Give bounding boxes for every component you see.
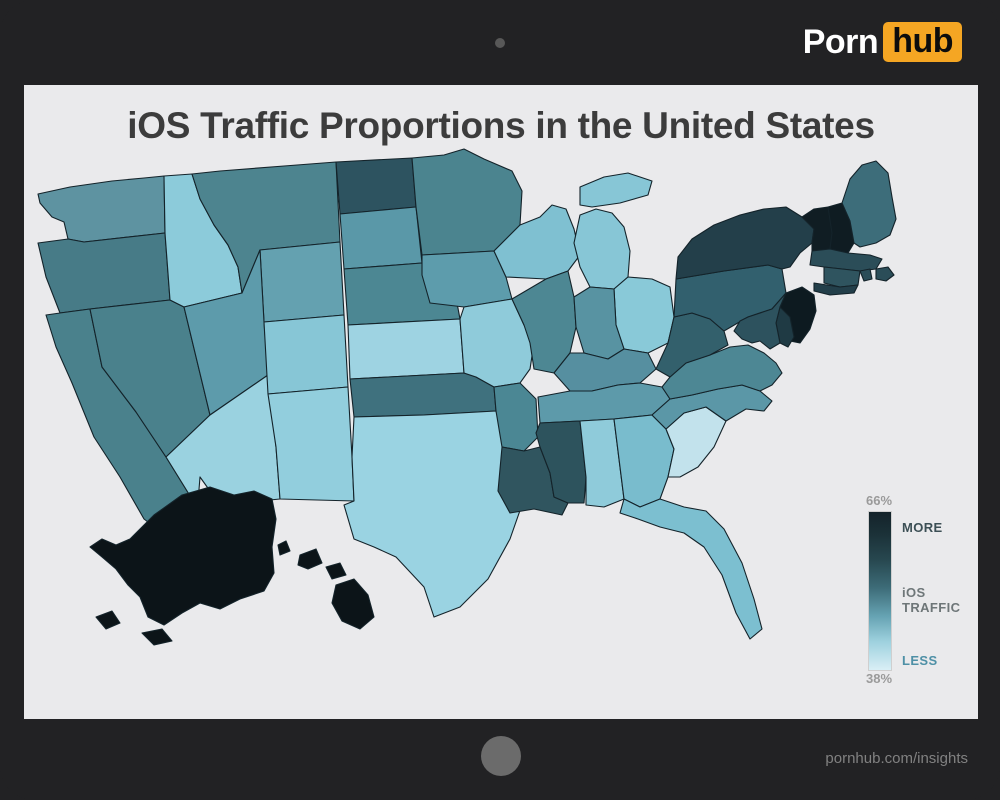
long-island [813, 282, 859, 296]
state-connecticut [823, 266, 861, 288]
state-georgia [613, 414, 675, 508]
state-minnesota [411, 148, 523, 256]
footer-url: pornhub.com/insights [825, 750, 968, 767]
choropleth-map [24, 147, 978, 719]
state-missouri [459, 298, 535, 388]
legend-min-label: 38% [866, 671, 893, 686]
state-new-mexico [267, 386, 355, 502]
legend-metric-line2: TRAFFIC [902, 600, 961, 615]
state-south-dakota [339, 206, 423, 270]
state-alaska [89, 486, 277, 646]
legend-metric-line1: iOS [902, 585, 926, 600]
state-massachusetts [809, 248, 883, 272]
state-oregon [37, 232, 171, 314]
legend-less-label: LESS [902, 653, 938, 668]
state-michigan [573, 172, 653, 290]
pornhub-logo: Porn hub [803, 22, 962, 62]
state-wyoming [259, 241, 345, 323]
state-kansas [347, 318, 465, 380]
cape-cod [875, 266, 895, 282]
logo-text-porn: Porn [802, 23, 879, 61]
map-legend: 66% 38% MORE iOS TRAFFIC LESS [848, 493, 978, 693]
legend-max-label: 66% [866, 493, 893, 508]
camera-icon [495, 38, 505, 48]
state-hawaii [277, 540, 375, 630]
legend-gradient-bar [868, 511, 892, 671]
legend-more-label: MORE [902, 520, 943, 535]
state-maine [841, 160, 897, 248]
state-florida [619, 498, 763, 640]
logo-text-hub: hub [883, 22, 962, 62]
state-north-dakota [335, 157, 417, 215]
state-rhode-island [859, 268, 873, 282]
page-title: iOS Traffic Proportions in the United St… [127, 105, 875, 146]
state-washington [37, 175, 166, 243]
state-new-york [675, 206, 815, 280]
state-oklahoma [349, 372, 497, 418]
state-colorado [263, 314, 349, 395]
home-button[interactable] [481, 736, 521, 776]
state-texas [343, 410, 525, 618]
state-maryland [733, 292, 787, 350]
state-ohio [613, 276, 675, 354]
tablet-screen: iOS Traffic Proportions in the United St… [24, 85, 978, 719]
state-arkansas [493, 382, 539, 452]
legend-metric-label: iOS TRAFFIC [902, 585, 960, 615]
